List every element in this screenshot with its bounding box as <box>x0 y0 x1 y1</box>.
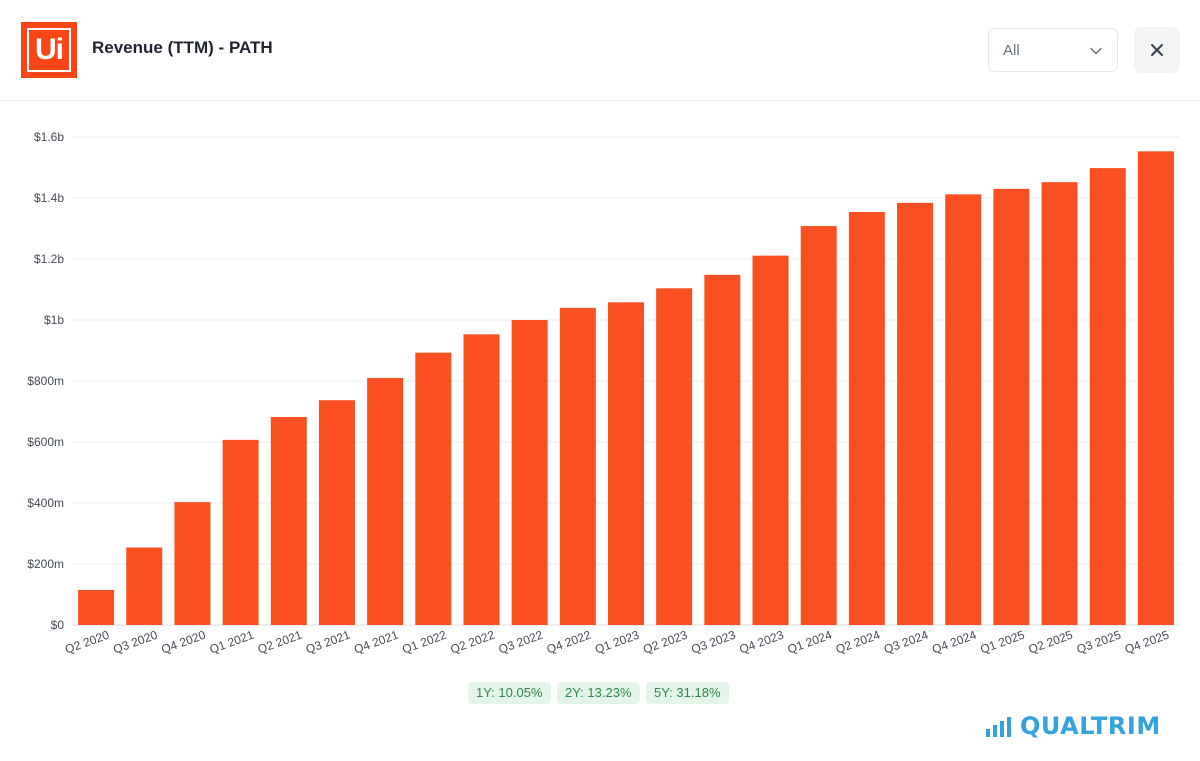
bar <box>126 547 163 625</box>
bar <box>463 334 500 625</box>
bar <box>318 400 355 625</box>
y-tick-label: $1b <box>44 313 64 327</box>
period-select[interactable]: All <box>988 28 1118 72</box>
x-tick-label: Q2 2023 <box>641 628 689 657</box>
bar-chart: $0 $200m $400m $600m $800m $1b $1.2b $1.4b $1.6b… <box>27 130 1180 657</box>
x-tick-label: Q2 2021 <box>256 628 304 657</box>
bar <box>848 212 885 625</box>
bar <box>270 416 307 625</box>
x-tick-label: Q4 2020 <box>159 628 207 657</box>
x-tick-label: Q3 2022 <box>497 628 545 657</box>
x-tick-label: Q4 2023 <box>737 628 785 657</box>
x-tick-label: Q3 2025 <box>1075 628 1123 657</box>
bar <box>415 352 452 625</box>
bar <box>945 194 982 625</box>
y-tick-label: $1.4b <box>34 191 64 205</box>
period-select-value: All <box>1003 42 1020 59</box>
bar <box>993 188 1030 625</box>
x-tick-label: Q3 2021 <box>304 628 352 657</box>
logo-text: Ui <box>27 28 71 72</box>
x-tick-label: Q2 2022 <box>448 628 496 657</box>
uipath-logo: Ui <box>21 22 77 78</box>
y-tick-label: $0 <box>51 618 65 632</box>
x-tick-label: Q1 2025 <box>978 628 1026 657</box>
header: Ui Revenue (TTM) - PATH All <box>0 0 1200 101</box>
x-tick-label: Q1 2021 <box>208 628 256 657</box>
close-icon <box>1151 44 1163 56</box>
y-tick-label: $1.6b <box>34 130 64 144</box>
page-title: Revenue (TTM) - PATH <box>92 38 273 57</box>
bar <box>559 307 596 625</box>
growth-badge-2y: 2Y: 13.23% <box>557 682 640 704</box>
x-tick-label: Q1 2024 <box>786 628 834 657</box>
bar <box>1089 168 1126 626</box>
bar <box>656 288 693 625</box>
close-button[interactable] <box>1134 27 1180 73</box>
brand-name: QUALTRIM <box>1020 712 1161 740</box>
y-tick-label: $400m <box>27 496 64 510</box>
bar <box>752 255 789 625</box>
y-tick-label: $200m <box>27 557 64 571</box>
x-tick-label: Q3 2024 <box>882 628 930 657</box>
bar <box>608 302 644 625</box>
growth-badge-5y: 5Y: 31.18% <box>646 682 729 704</box>
bar <box>511 320 548 625</box>
x-tick-label: Q4 2021 <box>352 628 400 657</box>
x-tick-label: Q3 2023 <box>689 628 737 657</box>
x-tick-label: Q1 2022 <box>400 628 448 657</box>
x-tick-label: Q3 2020 <box>111 628 159 657</box>
y-tick-label: $800m <box>27 374 64 388</box>
x-tick-label: Q4 2022 <box>545 628 593 657</box>
x-tick-label: Q2 2024 <box>834 628 882 657</box>
growth-badge-1y: 1Y: 10.05% <box>468 682 551 704</box>
y-tick-label: $1.2b <box>34 252 64 266</box>
bar <box>174 502 211 625</box>
bar <box>1137 151 1174 625</box>
bar <box>78 589 115 625</box>
bar <box>800 226 837 625</box>
bar <box>1041 182 1078 625</box>
x-tick-label: Q4 2025 <box>1123 628 1171 657</box>
bar <box>704 274 741 625</box>
chevron-down-icon <box>1090 47 1102 55</box>
x-tick-label: Q1 2023 <box>593 628 641 657</box>
x-tick-label: Q4 2024 <box>930 628 978 657</box>
bar-chart-icon <box>986 717 1011 737</box>
bar <box>222 439 259 625</box>
y-tick-label: $600m <box>27 435 64 449</box>
x-tick-label: Q2 2020 <box>63 628 111 657</box>
x-tick-label: Q2 2025 <box>1027 628 1075 657</box>
bar <box>897 202 934 625</box>
bar <box>367 377 404 625</box>
